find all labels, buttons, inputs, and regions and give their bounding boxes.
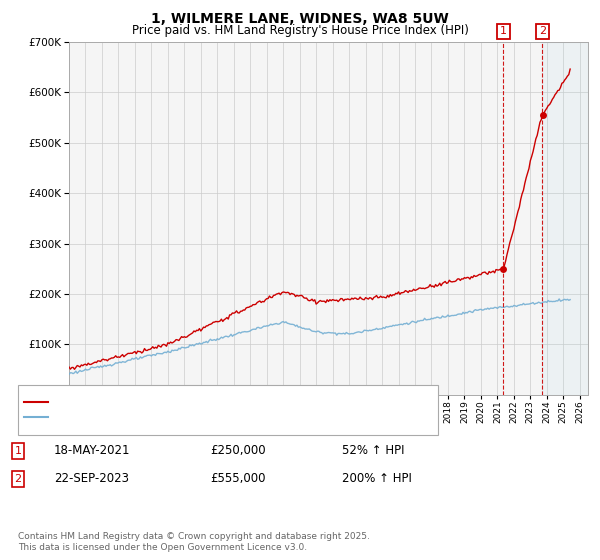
Text: 200% ↑ HPI: 200% ↑ HPI [342,472,412,486]
Text: £555,000: £555,000 [210,472,265,486]
Point [498,264,508,273]
Text: 2: 2 [14,474,22,484]
Text: Price paid vs. HM Land Registry's House Price Index (HPI): Price paid vs. HM Land Registry's House … [131,24,469,36]
Text: HPI: Average price, semi-detached house, Halton: HPI: Average price, semi-detached house,… [54,412,310,422]
Text: 1, WILMERE LANE, WIDNES, WA8 5UW (semi-detached house): 1, WILMERE LANE, WIDNES, WA8 5UW (semi-d… [54,396,376,407]
Text: £250,000: £250,000 [210,444,266,458]
Text: Contains HM Land Registry data © Crown copyright and database right 2025.
This d: Contains HM Land Registry data © Crown c… [18,532,370,552]
Text: 2: 2 [539,26,546,36]
Text: 18-MAY-2021: 18-MAY-2021 [54,444,131,458]
Point [538,111,547,120]
Text: 1: 1 [500,26,507,36]
Bar [542,42,588,395]
Text: 1, WILMERE LANE, WIDNES, WA8 5UW: 1, WILMERE LANE, WIDNES, WA8 5UW [151,12,449,26]
Text: 52% ↑ HPI: 52% ↑ HPI [342,444,404,458]
Text: 22-SEP-2023: 22-SEP-2023 [54,472,129,486]
Text: 1: 1 [14,446,22,456]
